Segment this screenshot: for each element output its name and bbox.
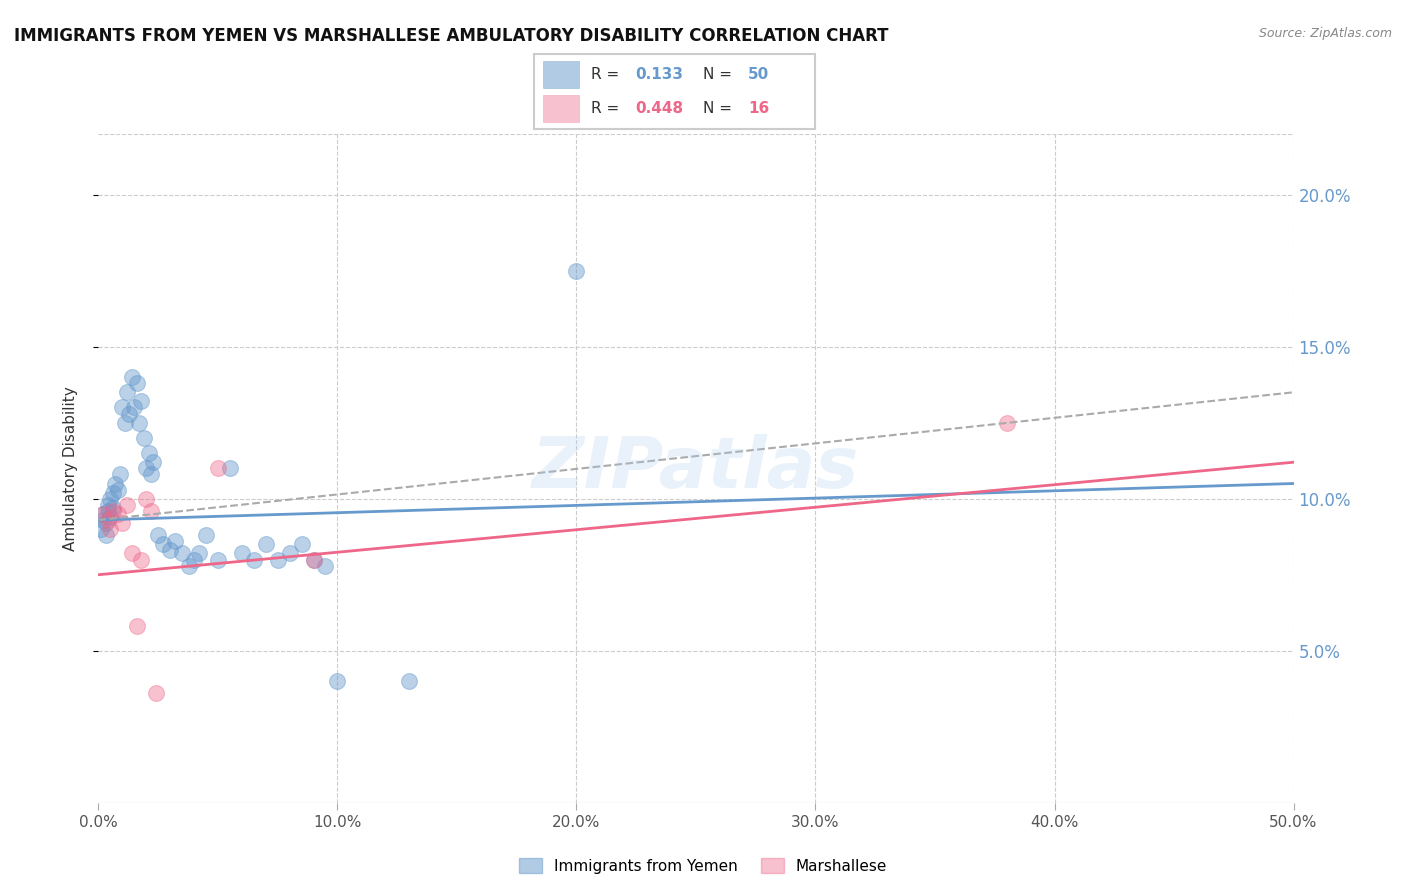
Point (219, 461, 242, 475)
Point (135, 461, 157, 475)
FancyBboxPatch shape (543, 62, 579, 87)
Text: 16: 16 (748, 102, 769, 116)
Point (152, 537, 174, 551)
Text: R =: R = (591, 67, 624, 82)
Point (98, 522, 122, 536)
Point (139, 467, 162, 482)
FancyBboxPatch shape (534, 54, 815, 129)
FancyBboxPatch shape (543, 95, 579, 122)
Point (94, 516, 117, 530)
Point (243, 552, 266, 566)
Point (118, 407, 141, 421)
Point (111, 516, 134, 530)
Point (398, 674, 420, 689)
Point (183, 552, 205, 566)
Point (131, 552, 153, 566)
Point (98, 510, 122, 524)
Point (91, 513, 114, 527)
Point (107, 507, 129, 521)
Point (315, 558, 337, 573)
Point (128, 416, 150, 430)
Point (179, 558, 201, 573)
Point (132, 431, 155, 445)
Point (115, 385, 138, 400)
Point (194, 528, 218, 542)
Point (148, 528, 170, 542)
Point (142, 455, 165, 469)
Point (104, 476, 127, 491)
Text: N =: N = (703, 102, 737, 116)
Point (98, 491, 122, 506)
Point (91, 507, 114, 521)
Point (207, 552, 229, 566)
Point (101, 500, 124, 515)
Point (131, 394, 153, 409)
Point (995, 416, 1018, 430)
Point (291, 537, 314, 551)
Point (278, 546, 301, 560)
Text: IMMIGRANTS FROM YEMEN VS MARSHALLESE AMBULATORY DISABILITY CORRELATION CHART: IMMIGRANTS FROM YEMEN VS MARSHALLESE AMB… (14, 27, 889, 45)
Point (135, 491, 157, 506)
Point (115, 498, 138, 512)
Point (97, 498, 120, 512)
Point (107, 483, 129, 497)
Point (121, 370, 143, 384)
Point (101, 504, 124, 518)
Point (121, 546, 143, 560)
Point (326, 674, 349, 689)
Y-axis label: Ambulatory Disability: Ambulatory Disability (63, 386, 77, 550)
Text: ZIPatlas: ZIPatlas (533, 434, 859, 503)
Point (145, 686, 167, 700)
Point (114, 416, 136, 430)
Point (254, 537, 277, 551)
Point (207, 461, 229, 475)
Point (108, 467, 131, 482)
Text: R =: R = (591, 102, 624, 116)
Point (124, 401, 146, 415)
Point (97, 513, 120, 527)
Text: 50: 50 (748, 67, 769, 82)
Point (187, 546, 209, 560)
Point (101, 485, 124, 500)
Point (111, 401, 134, 415)
Point (125, 376, 148, 391)
Text: Source: ZipAtlas.com: Source: ZipAtlas.com (1258, 27, 1392, 40)
Point (302, 552, 325, 566)
Point (125, 619, 148, 633)
Point (302, 552, 325, 566)
Point (90, 522, 112, 536)
Text: N =: N = (703, 67, 737, 82)
Text: 0.448: 0.448 (636, 102, 683, 116)
Point (139, 504, 162, 518)
Point (267, 552, 290, 566)
Point (94, 528, 117, 542)
Point (565, 263, 588, 277)
Point (231, 546, 253, 560)
Point (159, 543, 181, 558)
Point (97, 504, 120, 518)
Point (91, 507, 114, 521)
Text: 0.133: 0.133 (636, 67, 683, 82)
Point (138, 446, 160, 460)
Point (172, 546, 194, 560)
Point (163, 534, 186, 549)
Legend: Immigrants from Yemen, Marshallese: Immigrants from Yemen, Marshallese (513, 852, 893, 880)
